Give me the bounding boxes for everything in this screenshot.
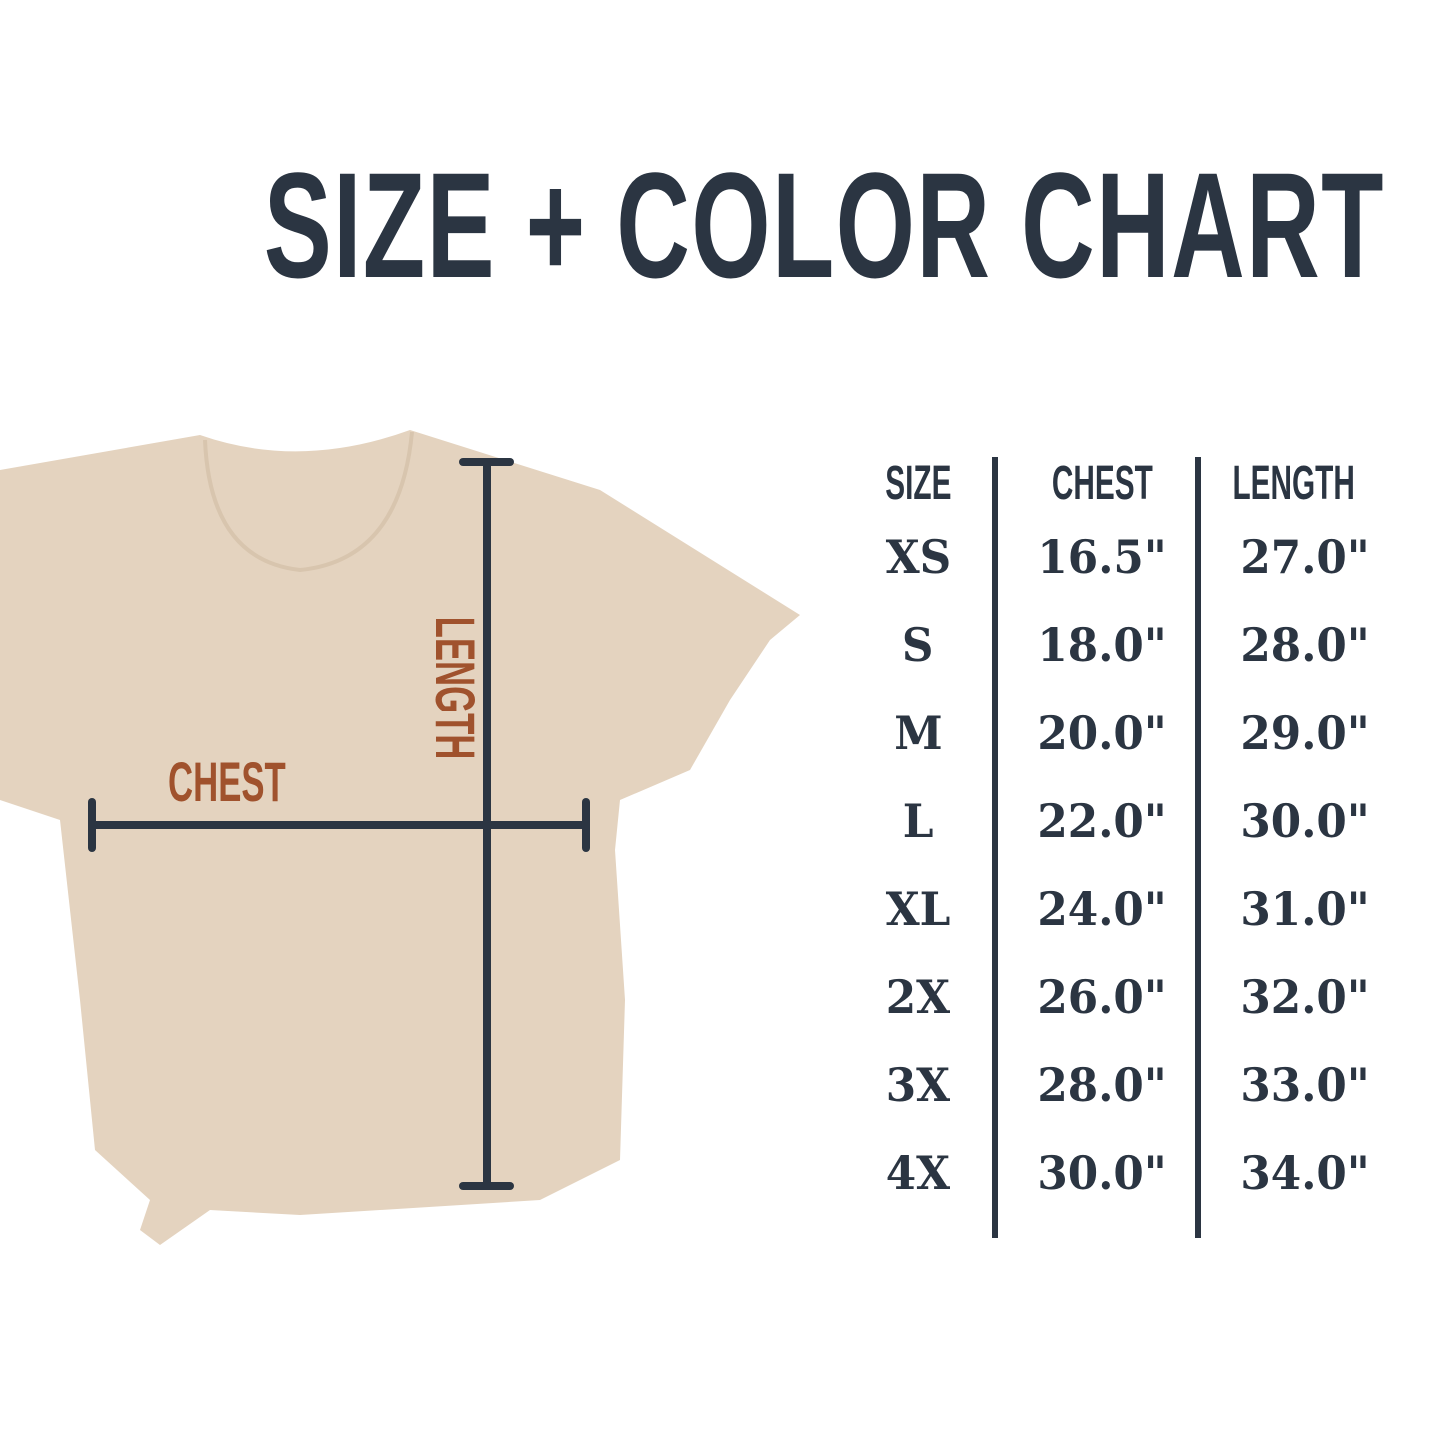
chest-cell: 24.0": [1037, 882, 1167, 936]
t-shirt-body: [0, 430, 800, 1245]
size-cell: M: [893, 706, 943, 760]
header-size: SIZE: [884, 457, 952, 510]
length-label: LENGTH: [424, 616, 487, 760]
size-cell: XL: [885, 882, 951, 936]
size-cell: 2X: [885, 970, 951, 1024]
page-title: SIZE + COLOR CHART: [263, 141, 1385, 309]
collar: [203, 431, 414, 573]
length-cell: 27.0": [1240, 530, 1370, 584]
length-cell: 30.0": [1240, 794, 1370, 848]
length-cell: 33.0": [1240, 1058, 1370, 1112]
size-cell: XS: [885, 530, 951, 584]
header-chest: CHEST: [1051, 457, 1153, 510]
length-cell: 28.0": [1240, 618, 1370, 672]
t-shirt-illustration: [0, 430, 800, 1245]
chest-cell: 26.0": [1037, 970, 1167, 1024]
chest-cell: 18.0": [1037, 618, 1167, 672]
chest-cell: 30.0": [1037, 1146, 1167, 1200]
size-cell: 4X: [885, 1146, 951, 1200]
length-cell: 34.0": [1240, 1146, 1370, 1200]
length-cell: 31.0": [1240, 882, 1370, 936]
size-cell: 3X: [885, 1058, 951, 1112]
chest-label: CHEST: [168, 750, 286, 813]
column-divider: [1195, 457, 1201, 1238]
size-cell: S: [902, 618, 934, 672]
size-cell: L: [902, 794, 934, 848]
length-cell: 32.0": [1240, 970, 1370, 1024]
column-divider: [992, 457, 998, 1238]
chest-cell: 28.0": [1037, 1058, 1167, 1112]
chest-cell: 16.5": [1037, 530, 1167, 584]
chest-cell: 20.0": [1037, 706, 1167, 760]
header-length: LENGTH: [1232, 457, 1356, 510]
chest-cell: 22.0": [1037, 794, 1167, 848]
length-cell: 29.0": [1240, 706, 1370, 760]
